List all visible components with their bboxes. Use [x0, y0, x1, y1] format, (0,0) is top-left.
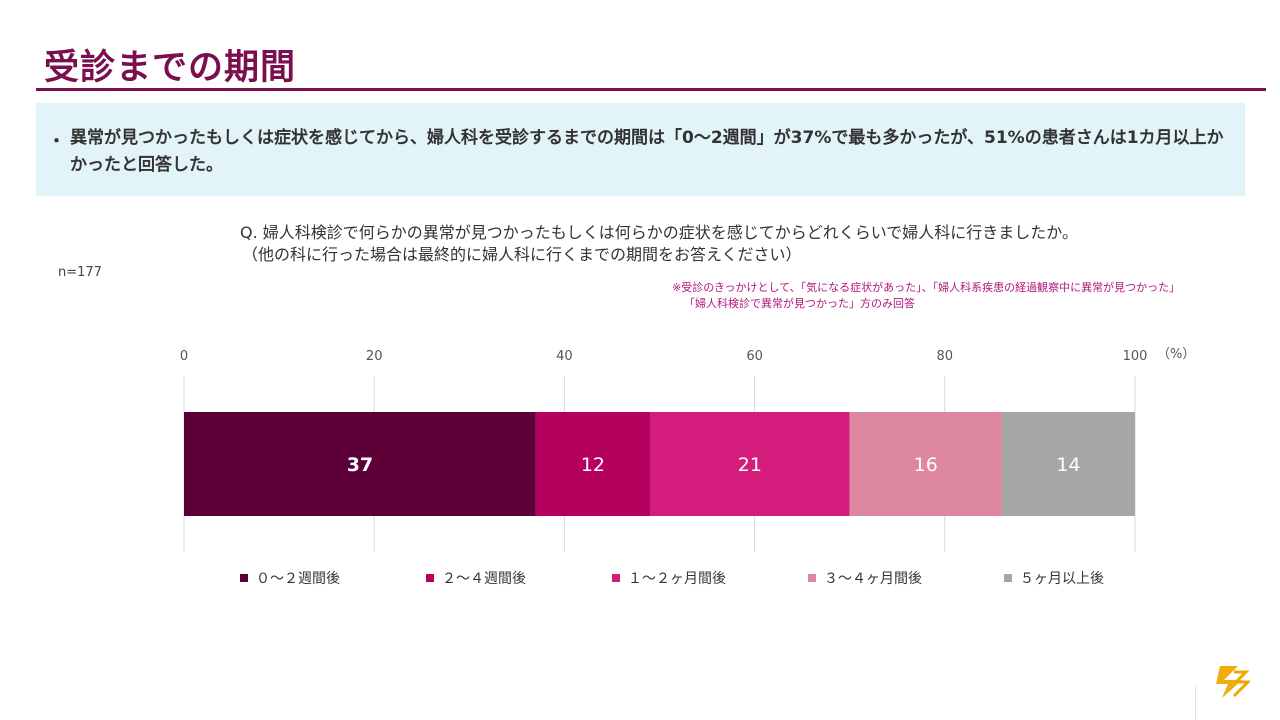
note-line-1: ※受診のきっかけとして、「気になる症状があった」、「婦人科系疾患の経過観察中に異… [672, 281, 1181, 294]
axis-unit-label: （%） [1157, 347, 1195, 362]
axis-ticks: 0 20 40 60 80 100 [180, 349, 1148, 364]
bar-segment-2 [535, 412, 650, 516]
legend-item-4: ３～４ヶ月間後 [808, 568, 1004, 588]
data-label-4: 16 [914, 454, 938, 476]
legend-label: ３～４ヶ月間後 [824, 571, 922, 587]
bar-segment-1 [184, 412, 536, 516]
page-title: 受診までの期間 [44, 48, 297, 88]
legend-label: ５ヶ月以上後 [1020, 571, 1104, 587]
legend-item-5: ５ヶ月以上後 [1004, 568, 1144, 588]
corner-divider [1195, 686, 1196, 720]
tick-label-0: 0 [180, 349, 188, 364]
tick-label-80: 80 [937, 349, 954, 364]
survey-question: Q. 婦人科検診で何らかの異常が見つかったもしくは何らかの症状を感じてからどれく… [240, 222, 1078, 266]
legend-item-2: ２～４週間後 [426, 568, 612, 588]
data-label-1: 37 [347, 454, 373, 476]
tick-label-100: 100 [1123, 349, 1148, 364]
summary-box: ・ 異常が見つかったもしくは症状を感じてから、婦人科を受診するまでの期間は「0～… [36, 103, 1245, 196]
note-line-2: 「婦人科検診で異常が見つかった」方のみ回答 [684, 297, 915, 310]
legend-label: ０～２週間後 [256, 571, 340, 587]
legend-label: １～２ヶ月間後 [628, 571, 726, 587]
summary-text: 異常が見つかったもしくは症状を感じてから、婦人科を受診するまでの期間は「0～2週… [70, 128, 1224, 175]
legend-swatch-icon [1004, 574, 1012, 582]
title-underline [36, 88, 1266, 91]
sample-size-label: n=177 [58, 265, 102, 280]
summary-bullet: ・ [48, 132, 65, 152]
legend-item-3: １～２ヶ月間後 [612, 568, 808, 588]
legend-swatch-icon [612, 574, 620, 582]
legend-swatch-icon [240, 574, 248, 582]
data-label-5: 14 [1056, 454, 1080, 476]
tick-label-40: 40 [556, 349, 573, 364]
company-logo-icon [1216, 666, 1250, 698]
legend-item-1: ０～２週間後 [240, 568, 426, 588]
data-label-3: 21 [738, 454, 762, 476]
bar-segment-4 [849, 412, 1002, 516]
data-labels: 37 12 21 16 14 [347, 454, 1081, 476]
tick-label-60: 60 [746, 349, 763, 364]
chart-legend: ０～２週間後 ２～４週間後 １～２ヶ月間後 ３～４ヶ月間後 ５ヶ月以上後 [240, 568, 1144, 588]
legend-swatch-icon [426, 574, 434, 582]
respondent-note: ※受診のきっかけとして、「気になる症状があった」、「婦人科系疾患の経過観察中に異… [672, 280, 1180, 312]
data-label-2: 12 [581, 454, 605, 476]
legend-swatch-icon [808, 574, 816, 582]
question-line-1: Q. 婦人科検診で何らかの異常が見つかったもしくは何らかの症状を感じてからどれく… [240, 223, 1078, 242]
bar-segment-3 [649, 412, 850, 516]
question-line-2: （他の科に行った場合は最終的に婦人科に行くまでの期間をお答えください） [242, 245, 802, 264]
bar-segment-5 [1001, 412, 1135, 516]
tick-label-20: 20 [366, 349, 383, 364]
legend-label: ２～４週間後 [442, 571, 526, 587]
bar-segments [184, 412, 1135, 516]
